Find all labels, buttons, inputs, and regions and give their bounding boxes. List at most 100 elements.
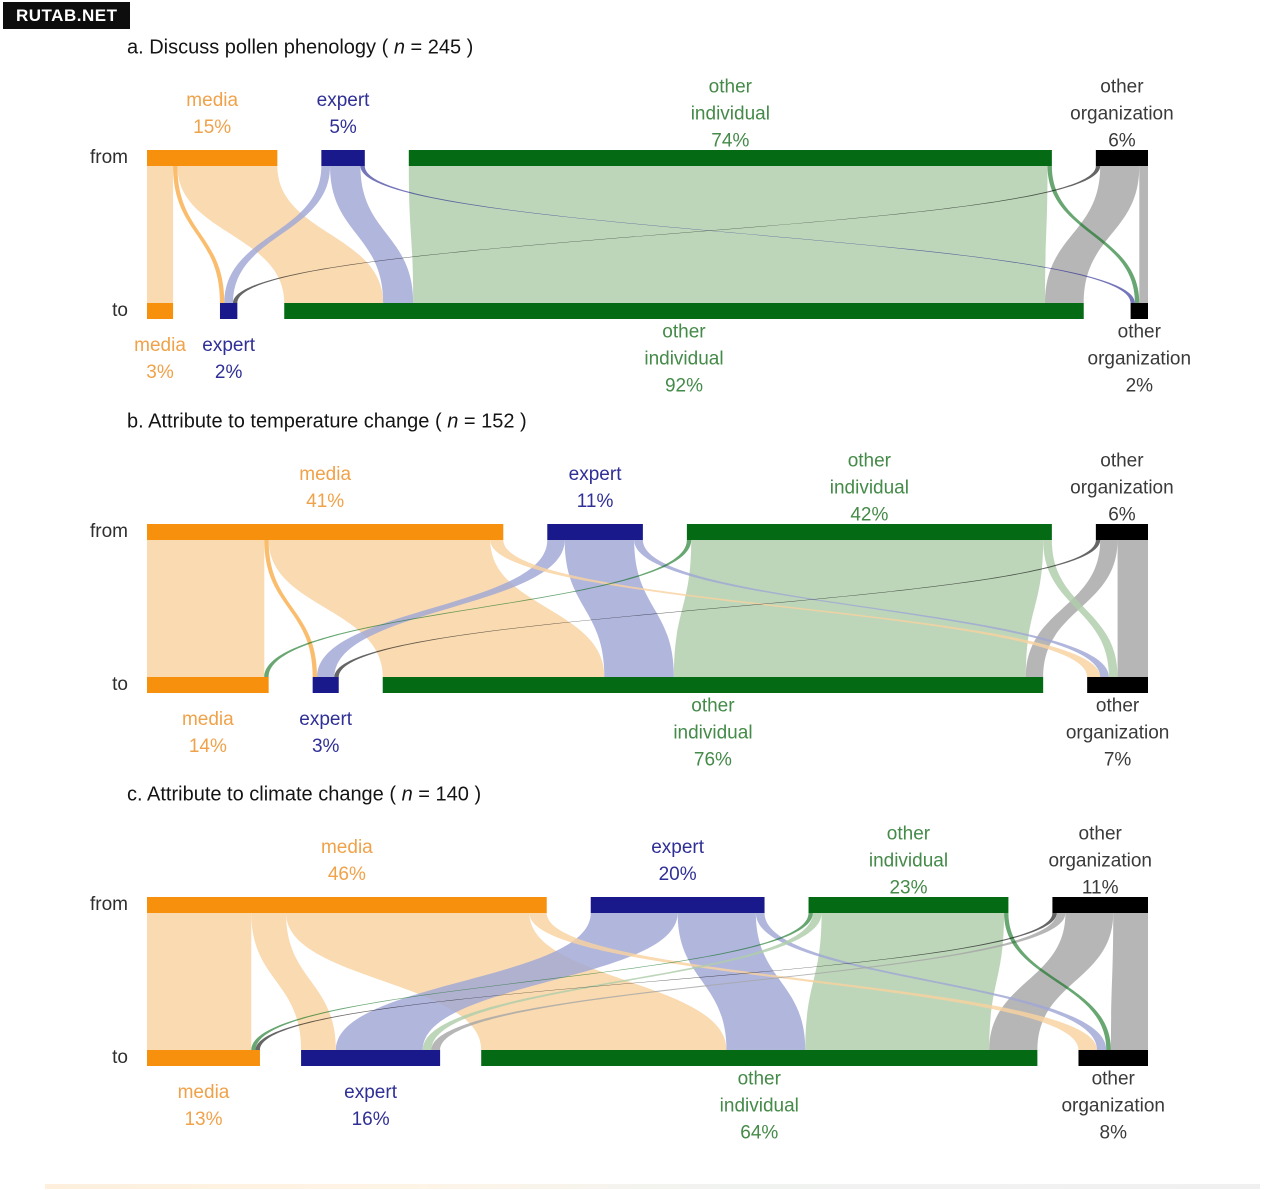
flow-expert-to-other-individual <box>564 540 674 677</box>
node-bar-expert-to <box>312 677 339 693</box>
label-line: other <box>691 695 735 717</box>
label-line: individual <box>644 348 724 370</box>
node-label-expert-to: expert 2% <box>202 332 255 386</box>
node-bar-other-organization-to <box>1078 1050 1148 1066</box>
label-line: 2% <box>214 362 243 383</box>
row-label-to: to <box>112 300 128 321</box>
flow-other-organization-to-other-individual <box>1025 540 1118 677</box>
node-bar-other-individual-to <box>481 1050 1038 1066</box>
label-line: other <box>1095 695 1140 717</box>
node-bar-other-organization-to <box>1087 677 1148 693</box>
label-line: other <box>1117 321 1161 343</box>
row-label-from: from <box>90 147 128 168</box>
node-label-other-organization-to: other organization 2% <box>1088 319 1192 400</box>
node-label-other-organization-from: other organization 6% <box>1070 74 1174 155</box>
label-line: expert <box>202 335 256 356</box>
watermark-badge: RUTAB.NET <box>3 2 131 29</box>
flow-other-organization-to-other-organization <box>1117 540 1148 677</box>
label-line: 23% <box>889 877 928 899</box>
label-line: individual <box>673 722 753 744</box>
label-line: other <box>847 450 892 472</box>
panel-title-a: a. Discuss pollen phenology ( n = 245 ) <box>127 36 474 59</box>
label-line: 20% <box>658 864 697 885</box>
label-line: 76% <box>693 749 732 771</box>
flow-expert-to-expert <box>317 540 565 677</box>
label-line: media <box>177 1082 230 1103</box>
node-label-other-individual-to: other individual 64% <box>720 1066 799 1147</box>
sankey-svg-c <box>147 897 1148 1066</box>
label-line: 3% <box>311 736 340 757</box>
label-line: 74% <box>711 130 750 152</box>
label-line: 13% <box>184 1109 223 1130</box>
flow-media-to-other-organization <box>529 913 1098 1050</box>
node-label-other-organization-to: other organization 7% <box>1066 693 1170 774</box>
sankey-svg-a <box>147 150 1148 319</box>
label-line: organization <box>1048 850 1152 872</box>
row-label-from: from <box>90 521 128 542</box>
node-label-media-from: media 15% <box>186 87 238 141</box>
label-line: individual <box>719 1095 799 1117</box>
flow-media-to-expert <box>251 913 336 1050</box>
node-bar-expert-from <box>590 897 765 913</box>
label-line: 6% <box>1108 130 1136 152</box>
node-label-other-individual-from: other individual 74% <box>691 74 770 155</box>
label-line: 64% <box>740 1122 779 1144</box>
flow-media-to-expert <box>173 166 225 303</box>
label-line: 15% <box>193 117 232 138</box>
label-line: organization <box>1070 477 1174 499</box>
flow-other-individual-to-other-individual <box>805 913 1005 1050</box>
node-bar-other-individual-from <box>808 897 1009 913</box>
label-line: 5% <box>329 117 357 138</box>
label-line: expert <box>651 837 705 858</box>
label-line: 14% <box>188 736 227 757</box>
node-label-expert-from: expert 5% <box>317 87 370 141</box>
node-bar-expert-from <box>547 524 643 540</box>
node-label-expert-to: expert 16% <box>344 1079 397 1133</box>
node-label-other-individual-to: other individual 92% <box>644 319 723 400</box>
label-line: media <box>181 709 234 730</box>
sankey-svg-b <box>147 524 1148 693</box>
node-bar-media-to <box>147 1050 260 1066</box>
flow-media-to-other-organization <box>490 540 1101 677</box>
label-line: individual <box>868 850 949 872</box>
flow-media-to-media <box>147 166 174 303</box>
label-line: 42% <box>850 504 889 526</box>
label-line: 2% <box>1125 375 1154 397</box>
label-line: 6% <box>1108 504 1136 526</box>
label-line: organization <box>1065 722 1170 744</box>
label-line: other <box>737 1068 781 1090</box>
node-label-other-organization-from: other organization 11% <box>1048 821 1152 902</box>
node-label-media-to: media 14% <box>182 706 234 760</box>
node-bar-media-from <box>147 897 547 913</box>
label-line: 46% <box>327 864 366 885</box>
node-label-other-individual-from: other individual 42% <box>830 448 909 529</box>
node-bar-media-to <box>147 303 174 319</box>
node-bar-other-individual-to <box>382 677 1044 693</box>
label-line: expert <box>568 464 622 485</box>
label-line: expert <box>344 1082 397 1103</box>
flow-media-to-media <box>147 913 252 1050</box>
label-line: other <box>1091 1068 1135 1090</box>
node-bar-media-from <box>147 150 278 166</box>
node-bar-expert-to <box>301 1050 441 1066</box>
node-bar-media-to <box>147 677 269 693</box>
node-bar-other-organization-from <box>1095 150 1148 166</box>
node-label-expert-from: expert 20% <box>651 834 704 888</box>
label-line: individual <box>690 103 770 125</box>
flow-expert-to-other-organization <box>634 540 1109 677</box>
node-bar-other-individual-to <box>284 303 1084 319</box>
label-line: organization <box>1061 1095 1165 1117</box>
label-line: 3% <box>146 362 174 383</box>
node-bar-other-individual-from <box>408 150 1052 166</box>
flow-other-individual-to-other-organization <box>1043 540 1118 677</box>
label-line: 11% <box>1081 877 1119 899</box>
flow-other-organization-to-expert <box>431 913 1066 1050</box>
label-line: organization <box>1070 103 1174 125</box>
label-line: organization <box>1087 348 1192 370</box>
flow-media-to-media <box>147 540 265 677</box>
node-label-expert-from: expert 11% <box>569 461 622 515</box>
flow-expert-to-other-individual <box>330 166 414 303</box>
node-bar-other-organization-from <box>1052 897 1148 913</box>
node-label-other-individual-to: other individual 76% <box>673 693 752 774</box>
